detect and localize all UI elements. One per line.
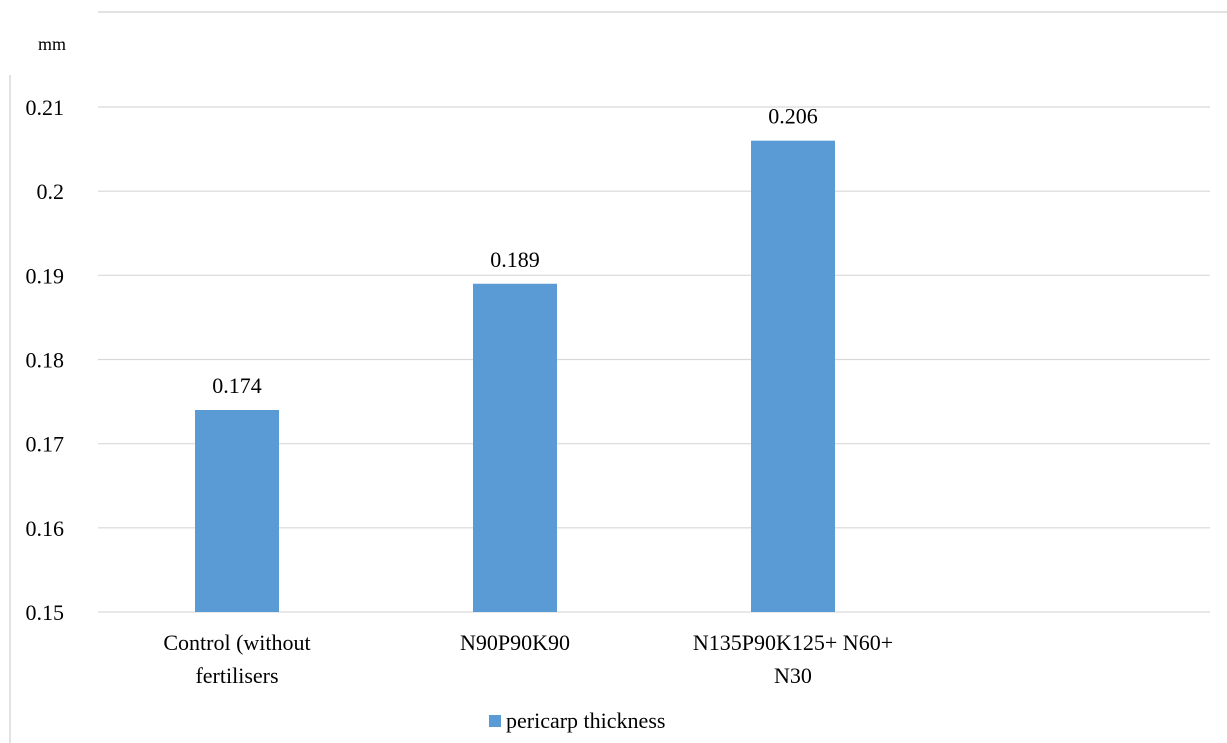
bar-value-label: 0.189 (490, 247, 540, 272)
bar-value-label: 0.174 (212, 373, 262, 398)
x-category-label: fertilisers (195, 663, 278, 688)
legend-swatch (489, 715, 501, 727)
x-category-label: N135P90K125+ N60+ (693, 630, 893, 655)
y-tick-label: 0.16 (26, 516, 65, 541)
y-tick-label: 0.15 (26, 600, 65, 625)
x-category-label: N90P90K90 (460, 630, 570, 655)
bar (751, 140, 835, 612)
y-tick-label: 0.2 (37, 179, 65, 204)
y-tick-label: 0.19 (26, 263, 65, 288)
y-tick-label: 0.21 (26, 95, 65, 120)
bar-value-label: 0.206 (768, 104, 818, 129)
y-tick-label: 0.18 (26, 348, 65, 373)
legend: pericarp thickness (489, 708, 665, 733)
bars (195, 140, 835, 612)
gridlines (98, 106, 1210, 613)
y-axis-unit-label: mm (38, 34, 66, 54)
y-axis-tick-labels: 0.15 0.16 0.17 0.18 0.19 0.2 0.21 (26, 95, 65, 625)
data-labels: 0.174 0.189 0.206 (212, 104, 818, 398)
x-category-label: N30 (774, 663, 812, 688)
legend-label: pericarp thickness (506, 708, 665, 733)
x-category-label: Control (without (163, 630, 310, 655)
bar (473, 283, 557, 612)
bar (195, 410, 279, 612)
x-axis-category-labels: Control (without fertilisers N90P90K90 N135… (163, 630, 893, 688)
y-tick-label: 0.17 (26, 432, 65, 457)
